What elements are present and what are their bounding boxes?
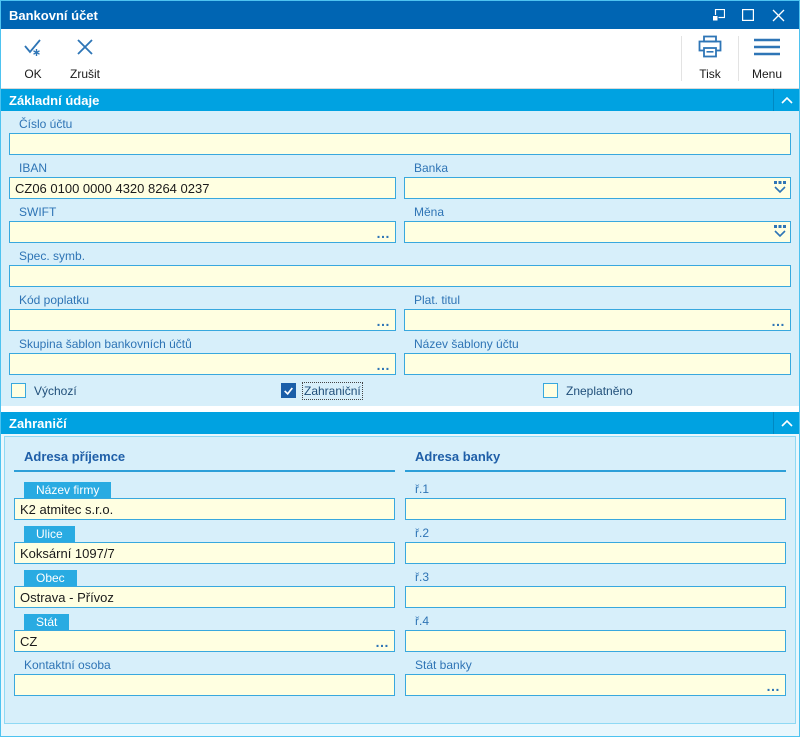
field-label-stat-banky: Stát banky bbox=[415, 658, 472, 672]
field-label-swift: SWIFT bbox=[19, 205, 57, 219]
field-label-r4: ř.4 bbox=[415, 614, 430, 628]
field-label-skupina-sablon: Skupina šablon bankovních účtů bbox=[19, 337, 192, 351]
nazev-firmy-field[interactable] bbox=[14, 498, 395, 520]
vychozi-label: Výchozí bbox=[34, 383, 77, 398]
toolbar: OK Zrušit Tisk Menu bbox=[1, 29, 799, 89]
section-gap bbox=[1, 406, 799, 412]
maximize-icon[interactable] bbox=[733, 3, 763, 27]
foreign-panel: Adresa příjemce Adresa banky Název firmy… bbox=[4, 436, 796, 724]
lookup-dropdown-icon[interactable] bbox=[773, 225, 787, 243]
banka-field[interactable] bbox=[404, 177, 791, 199]
toolbar-spacer bbox=[111, 29, 679, 88]
checkbox-row: Výchozí Zahraniční Zneplatněno bbox=[11, 381, 791, 400]
ulice-field[interactable] bbox=[14, 542, 395, 564]
obec-field[interactable] bbox=[14, 586, 395, 608]
ellipsis-lookup-icon[interactable]: … bbox=[766, 678, 781, 694]
menu-button[interactable]: Menu bbox=[741, 29, 793, 88]
ok-check-asterisk-icon bbox=[21, 35, 45, 64]
toolbar-divider bbox=[738, 36, 739, 81]
zahranicni-checkbox[interactable] bbox=[281, 383, 296, 398]
close-icon[interactable] bbox=[763, 3, 793, 27]
section-title-foreign: Zahraničí bbox=[9, 415, 67, 431]
kod-poplatku-field[interactable] bbox=[9, 309, 396, 331]
print-button-label: Tisk bbox=[699, 66, 721, 81]
window-title: Bankovní účet bbox=[9, 7, 98, 23]
toolbar-divider bbox=[681, 36, 682, 81]
field-label-r3: ř.3 bbox=[415, 570, 430, 584]
collapse-section-foreign-icon[interactable] bbox=[773, 412, 799, 434]
mena-field[interactable] bbox=[404, 221, 791, 243]
print-button[interactable]: Tisk bbox=[684, 29, 736, 88]
ellipsis-lookup-icon[interactable]: … bbox=[771, 313, 786, 329]
field-label-mena: Měna bbox=[414, 205, 445, 219]
zneplatneno-checkbox[interactable] bbox=[543, 383, 558, 398]
field-label-cislo-uctu: Číslo účtu bbox=[19, 117, 73, 131]
nazev-sablony-field[interactable] bbox=[404, 353, 791, 375]
field-label-kod-poplatku: Kód poplatku bbox=[19, 293, 90, 307]
cancel-button[interactable]: Zrušit bbox=[59, 29, 111, 88]
cislo-uctu-field[interactable] bbox=[9, 133, 791, 155]
hamburger-menu-icon bbox=[753, 35, 781, 64]
skupina-sablon-field[interactable] bbox=[9, 353, 396, 375]
ellipsis-lookup-icon[interactable]: … bbox=[376, 357, 391, 373]
ellipsis-lookup-icon[interactable]: … bbox=[375, 634, 390, 650]
section-header-foreign: Zahraničí bbox=[1, 412, 799, 434]
ok-button-label: OK bbox=[24, 66, 42, 81]
ellipsis-lookup-icon[interactable]: … bbox=[376, 313, 391, 329]
field-label-plat-titul: Plat. titul bbox=[414, 293, 461, 307]
field-label-nazev-sablony: Název šablony účtu bbox=[414, 337, 519, 351]
kontaktni-osoba-field[interactable] bbox=[14, 674, 395, 696]
stat-field[interactable] bbox=[14, 630, 395, 652]
cancel-x-icon bbox=[73, 35, 97, 64]
nazev-firmy-chip-label: Název firmy bbox=[24, 482, 112, 498]
r4-field[interactable] bbox=[405, 630, 786, 652]
ok-button[interactable]: OK bbox=[7, 29, 59, 88]
cancel-button-label: Zrušit bbox=[70, 66, 100, 81]
r2-field[interactable] bbox=[405, 542, 786, 564]
bank-address-heading: Adresa banky bbox=[405, 445, 786, 472]
window-controls bbox=[703, 3, 799, 27]
section-header-basic: Základní údaje bbox=[1, 89, 799, 111]
iban-field[interactable] bbox=[9, 177, 396, 199]
stat-banky-field[interactable] bbox=[405, 674, 786, 696]
ellipsis-lookup-icon[interactable]: … bbox=[376, 225, 391, 241]
zneplatneno-label: Zneplatněno bbox=[566, 383, 633, 398]
ulice-chip-label: Ulice bbox=[24, 526, 75, 542]
obec-chip-label: Obec bbox=[24, 570, 77, 586]
plat-titul-field[interactable] bbox=[404, 309, 791, 331]
spec-symb-field[interactable] bbox=[9, 265, 791, 287]
r1-field[interactable] bbox=[405, 498, 786, 520]
section-title-basic: Základní údaje bbox=[9, 92, 100, 108]
checkbox-zneplatneno[interactable]: Zneplatněno bbox=[543, 383, 633, 398]
zahranicni-label: Zahraniční bbox=[302, 381, 363, 400]
checkbox-vychozi[interactable]: Výchozí bbox=[11, 383, 281, 398]
field-label-spec-symb: Spec. symb. bbox=[19, 249, 86, 263]
r3-field[interactable] bbox=[405, 586, 786, 608]
printer-icon bbox=[697, 35, 723, 64]
collapse-section-basic-icon[interactable] bbox=[773, 89, 799, 111]
section-body-foreign: Adresa příjemce Adresa banky Název firmy… bbox=[1, 434, 799, 736]
section-body-basic: Číslo účtu IBAN Banka SWIFT bbox=[1, 111, 799, 406]
lookup-dropdown-icon[interactable] bbox=[773, 181, 787, 199]
field-label-banka: Banka bbox=[414, 161, 449, 175]
menu-button-label: Menu bbox=[751, 66, 783, 81]
field-label-r1: ř.1 bbox=[415, 482, 430, 496]
field-label-kontaktni-osoba: Kontaktní osoba bbox=[24, 658, 111, 672]
titlebar: Bankovní účet bbox=[1, 1, 799, 29]
swift-field[interactable] bbox=[9, 221, 396, 243]
checkbox-zahranicni[interactable]: Zahraniční bbox=[281, 381, 543, 400]
vychozi-checkbox[interactable] bbox=[11, 383, 26, 398]
recipient-address-heading: Adresa příjemce bbox=[14, 445, 395, 472]
stat-chip-label: Stát bbox=[24, 614, 70, 630]
field-label-iban: IBAN bbox=[19, 161, 48, 175]
dock-window-icon[interactable] bbox=[703, 3, 733, 27]
field-label-r2: ř.2 bbox=[415, 526, 430, 540]
